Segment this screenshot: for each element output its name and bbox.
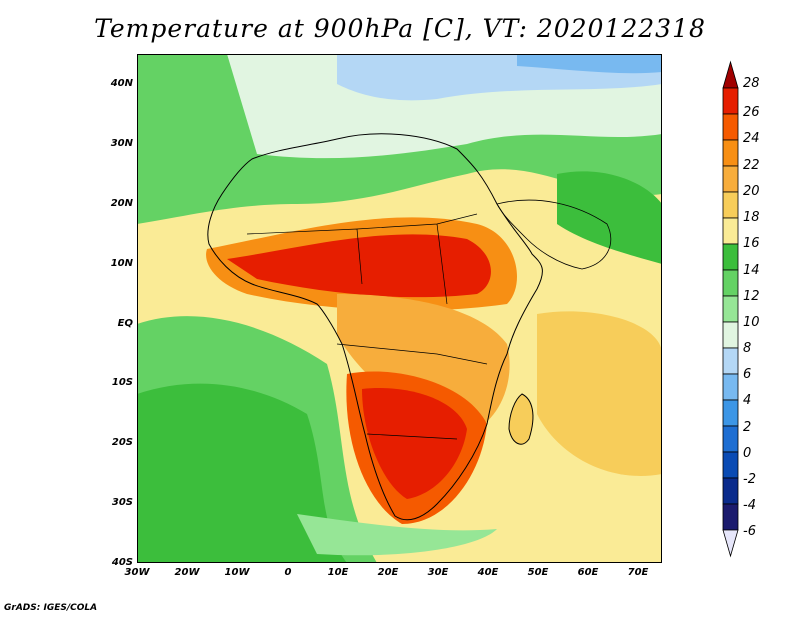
colorbar-label-24: 24 (743, 131, 760, 146)
colorbar-swatch (722, 477, 739, 505)
colorbar-label-2: 2 (743, 420, 752, 435)
southern-africa-hot-area (362, 388, 467, 499)
colorbar-label-20: 20 (743, 184, 760, 199)
colorbar-label-28: 28 (743, 76, 760, 91)
colorbar-label-26: 26 (743, 105, 760, 120)
colorbar-swatch (722, 60, 739, 89)
colorbar-label-neg4: -4 (743, 498, 756, 513)
country-borders (246, 213, 488, 440)
lon-label-0: 0 (284, 567, 292, 578)
credit-text: GrADS: IGES/COLA (4, 603, 98, 613)
colorbar-swatch (722, 373, 739, 401)
colorbar-label-18: 18 (743, 210, 760, 225)
lon-label-60e: 60E (577, 567, 599, 578)
central-africa-area (337, 294, 510, 434)
africa-coastline (207, 133, 543, 521)
lon-label-10w: 10W (224, 567, 250, 578)
colorbar-label-8: 8 (743, 341, 752, 356)
lat-label-20n: 20N (110, 198, 133, 209)
colorbar-label-12: 12 (743, 289, 760, 304)
atlantic-cooler-area (137, 383, 347, 563)
lat-label-20s: 20S (111, 437, 133, 448)
colorbar-swatch (722, 295, 739, 323)
colorbar-label-14: 14 (743, 263, 760, 278)
colorbar-label-neg2: -2 (743, 472, 756, 487)
lon-label-30e: 30E (427, 567, 449, 578)
lat-label-10n: 10N (110, 258, 133, 269)
madagascar-outline (508, 393, 534, 445)
arabia-area (557, 171, 662, 264)
colorbar-label-22: 22 (743, 158, 760, 173)
colorbar-swatch (722, 529, 739, 558)
lon-label-20e: 20E (377, 567, 399, 578)
colorbar-swatch (722, 269, 739, 297)
colorbar-swatch (722, 321, 739, 349)
sahel-hot-area (227, 234, 491, 298)
south-atlantic-band (297, 514, 497, 556)
arabia-outline (496, 199, 612, 270)
lat-label-40n: 40N (110, 78, 133, 89)
lon-label-30w: 30W (124, 567, 150, 578)
colorbar-swatch (722, 191, 739, 219)
colorbar-label-0: 0 (743, 446, 752, 461)
lon-label-50e: 50E (527, 567, 549, 578)
colorbar-swatch (722, 217, 739, 245)
colorbar-swatch (722, 347, 739, 375)
colorbar-swatch (722, 87, 739, 115)
lon-label-10e: 10E (327, 567, 349, 578)
temperature-map (137, 54, 662, 563)
lon-label-70e: 70E (627, 567, 649, 578)
europe-colder-area (517, 54, 662, 74)
colorbar-label-4: 4 (743, 393, 752, 408)
colorbar-swatch (722, 451, 739, 479)
colorbar-swatch (722, 243, 739, 271)
colorbar-label-10: 10 (743, 315, 760, 330)
lat-label-eq: EQ (117, 318, 133, 329)
colorbar-label-6: 6 (743, 367, 752, 382)
colorbar-swatch (722, 425, 739, 453)
lon-label-20w: 20W (174, 567, 200, 578)
map-border (137, 54, 662, 563)
lon-label-40e: 40E (477, 567, 499, 578)
colorbar-swatch (722, 113, 739, 141)
colorbar-swatch (722, 139, 739, 167)
colorbar-label-neg6: -6 (743, 524, 756, 539)
lat-label-30s: 30S (111, 497, 133, 508)
lat-label-30n: 30N (110, 138, 133, 149)
indian-ocean-area (537, 311, 662, 476)
colorbar-label-16: 16 (743, 236, 760, 251)
colorbar-swatch (722, 399, 739, 427)
map-canvas (137, 54, 662, 563)
colorbar-swatch (722, 503, 739, 531)
lat-label-40s: 40S (111, 557, 133, 568)
lat-label-10s: 10S (111, 377, 133, 388)
colorbar-swatch (722, 165, 739, 193)
chart-title: Temperature at 900hPa [C], VT: 202012231… (94, 14, 706, 43)
